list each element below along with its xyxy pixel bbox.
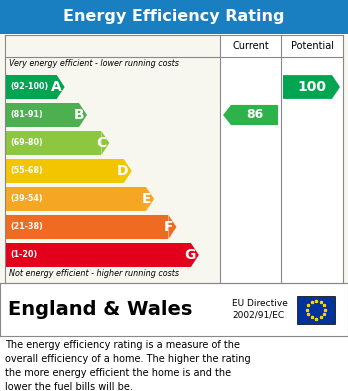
Bar — [5, 131, 101, 155]
Bar — [5, 103, 79, 127]
Polygon shape — [223, 105, 278, 125]
Text: (39-54): (39-54) — [10, 194, 42, 203]
Text: G: G — [184, 248, 196, 262]
Text: F: F — [164, 220, 173, 234]
Text: E: E — [142, 192, 151, 206]
Polygon shape — [124, 159, 132, 183]
Text: 100: 100 — [297, 80, 326, 94]
Bar — [281, 35, 343, 283]
Polygon shape — [146, 187, 154, 211]
Bar — [5, 187, 146, 211]
Bar — [5, 75, 57, 99]
Bar — [0, 283, 348, 336]
Text: A: A — [51, 80, 62, 94]
Polygon shape — [283, 75, 340, 99]
Text: (55-68): (55-68) — [10, 167, 43, 176]
Bar — [5, 159, 124, 183]
Bar — [297, 296, 335, 323]
Text: (21-38): (21-38) — [10, 222, 43, 231]
Text: (81-91): (81-91) — [10, 111, 43, 120]
Text: D: D — [117, 164, 129, 178]
Bar — [5, 215, 168, 239]
Text: England & Wales: England & Wales — [8, 300, 192, 319]
Polygon shape — [191, 243, 199, 267]
Text: B: B — [73, 108, 84, 122]
Text: The energy efficiency rating is a measure of the
overall efficiency of a home. T: The energy efficiency rating is a measur… — [5, 340, 251, 391]
Text: Current: Current — [232, 41, 269, 51]
Text: (69-80): (69-80) — [10, 138, 43, 147]
Polygon shape — [79, 103, 87, 127]
Text: Potential: Potential — [291, 41, 333, 51]
Text: 86: 86 — [246, 108, 263, 122]
Bar — [5, 243, 191, 267]
Text: Very energy efficient - lower running costs: Very energy efficient - lower running co… — [9, 59, 179, 68]
Polygon shape — [57, 75, 65, 99]
Text: C: C — [96, 136, 106, 150]
Text: (92-100): (92-100) — [10, 83, 48, 91]
Text: (1-20): (1-20) — [10, 251, 37, 260]
Text: Not energy efficient - higher running costs: Not energy efficient - higher running co… — [9, 269, 179, 278]
Bar — [220, 35, 281, 283]
Bar — [0, 35, 348, 283]
Text: EU Directive
2002/91/EC: EU Directive 2002/91/EC — [232, 299, 288, 320]
Bar — [0, 0, 348, 34]
Text: Energy Efficiency Rating: Energy Efficiency Rating — [63, 9, 285, 25]
Polygon shape — [168, 215, 176, 239]
Polygon shape — [101, 131, 109, 155]
